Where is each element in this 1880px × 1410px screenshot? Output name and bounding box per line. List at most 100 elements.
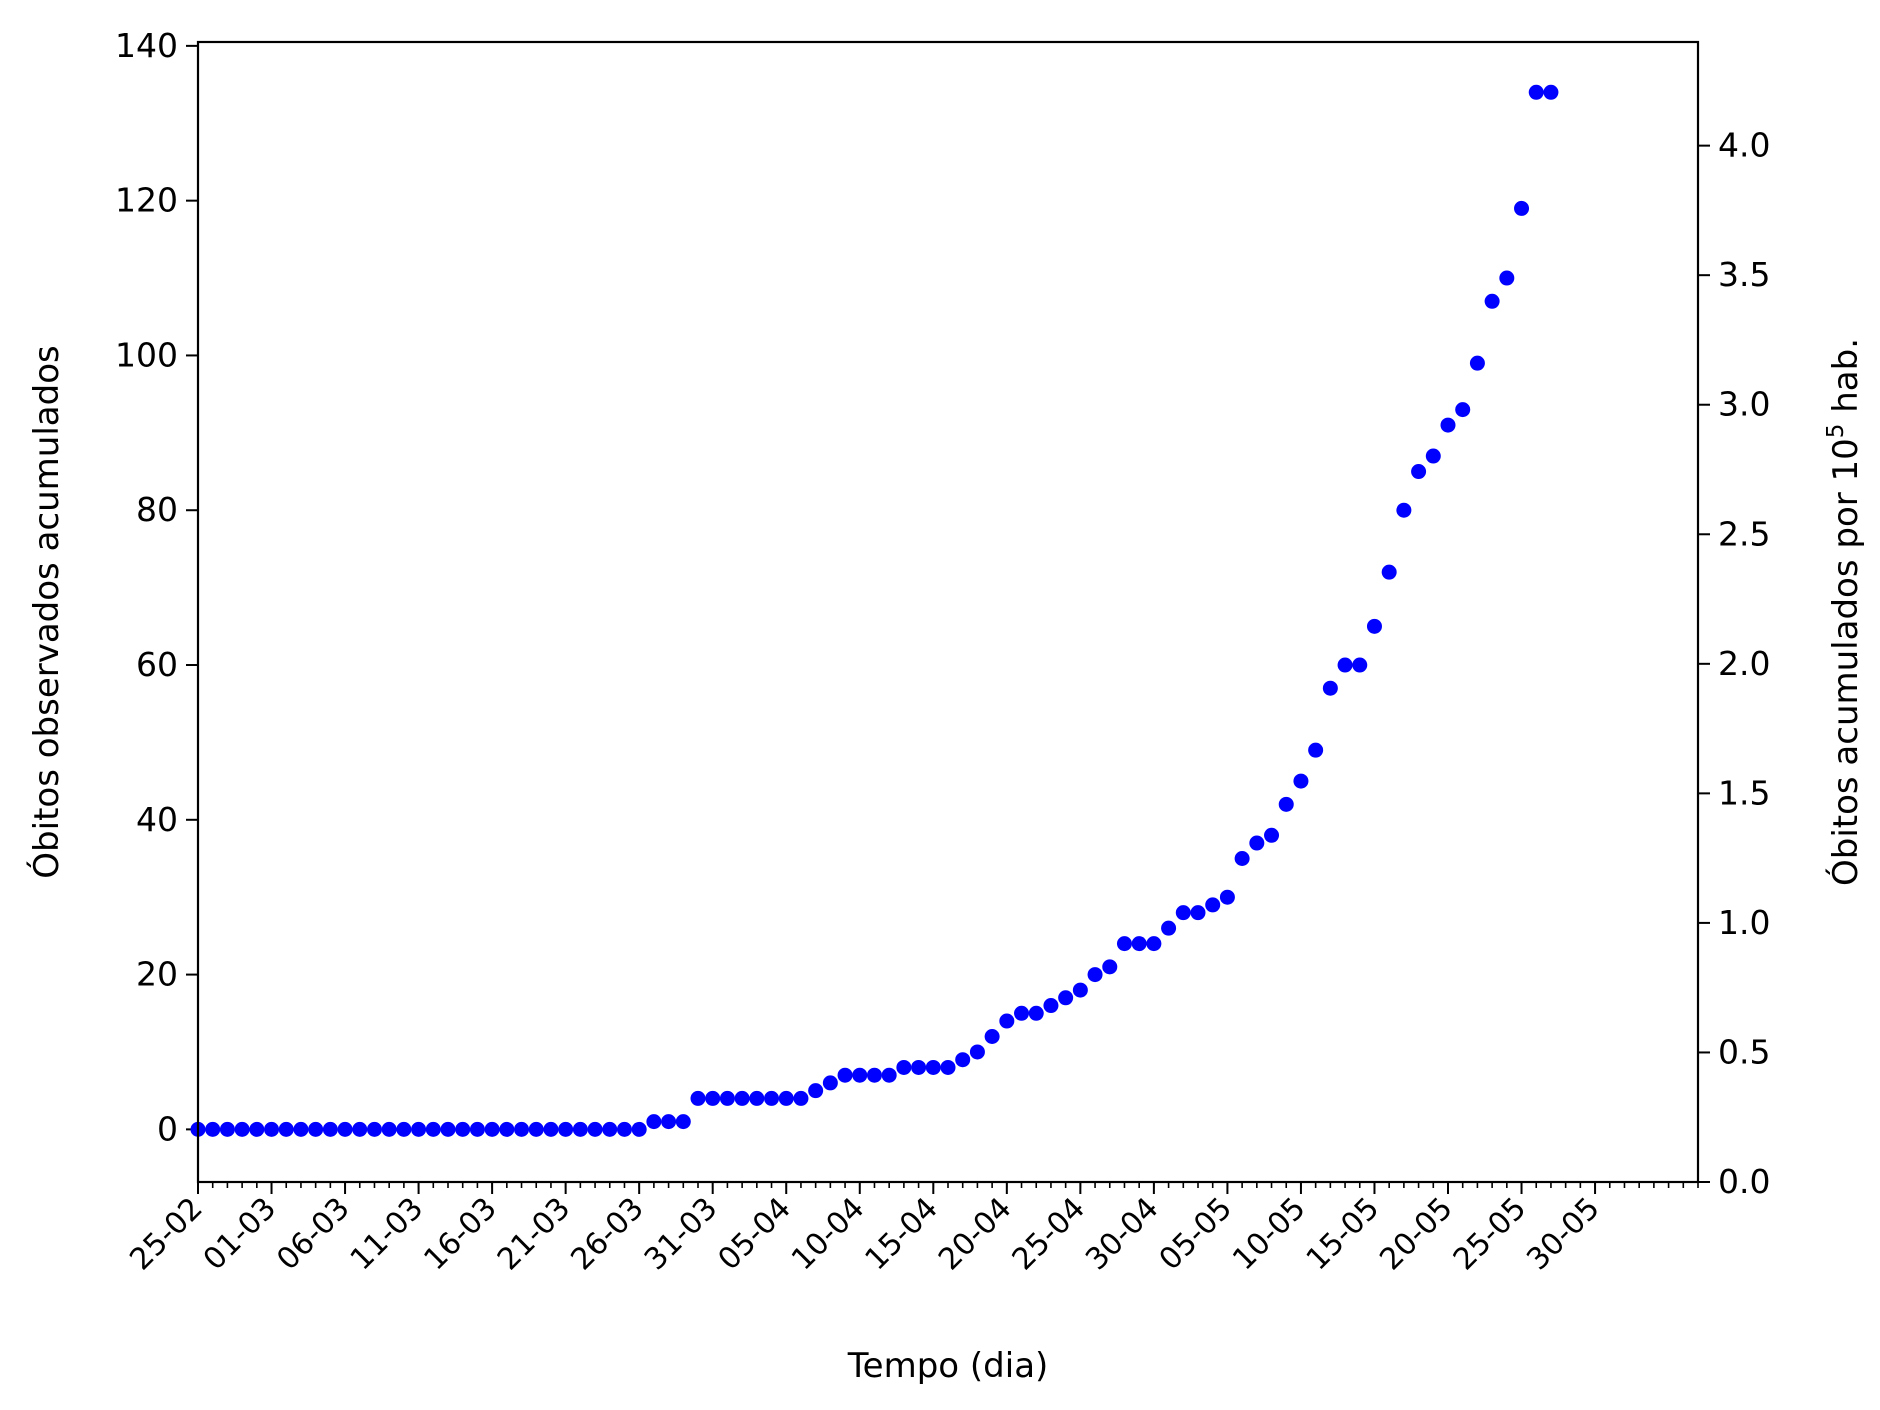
data-point — [837, 1067, 853, 1083]
data-point — [778, 1090, 794, 1106]
data-point — [705, 1090, 721, 1106]
data-point — [999, 1013, 1015, 1029]
y-axis-label: Óbitos observados acumulados — [26, 345, 67, 878]
data-point — [675, 1114, 691, 1130]
data-point — [572, 1121, 588, 1137]
data-point — [411, 1121, 427, 1137]
data-point — [425, 1121, 441, 1137]
data-point — [1528, 84, 1544, 100]
y-axis-ticks: 0 20 40 60 80 100 120 140 — [115, 26, 198, 1148]
data-point — [455, 1121, 471, 1137]
data-point — [558, 1121, 574, 1137]
data-point — [278, 1121, 294, 1137]
data-point — [1322, 680, 1338, 696]
data-point — [793, 1090, 809, 1106]
y2-tick-label: 3.0 — [1718, 385, 1770, 424]
y-tick-label: 120 — [115, 181, 178, 220]
data-point — [293, 1121, 309, 1137]
data-point — [543, 1121, 559, 1137]
y2-tick-label: 4.0 — [1718, 126, 1770, 165]
data-point — [234, 1121, 250, 1137]
data-point — [602, 1121, 618, 1137]
y2-axis-label-suffix: hab. — [1826, 338, 1866, 424]
data-point — [1543, 84, 1559, 100]
data-point — [1043, 998, 1059, 1014]
data-point — [264, 1121, 280, 1137]
data-point — [764, 1090, 780, 1106]
data-point — [1455, 402, 1471, 418]
data-point — [881, 1067, 897, 1083]
data-point — [955, 1052, 971, 1068]
data-point — [1278, 796, 1294, 812]
y-tick-label: 80 — [136, 490, 178, 529]
data-point — [1440, 417, 1456, 433]
data-point — [352, 1121, 368, 1137]
data-point — [396, 1121, 412, 1137]
y-tick-label: 0 — [157, 1109, 178, 1148]
data-point — [1514, 200, 1530, 216]
data-point — [1028, 1005, 1044, 1021]
data-point — [1072, 982, 1088, 998]
y-tick-label: 140 — [115, 26, 178, 65]
data-point — [499, 1121, 515, 1137]
y2-tick-label: 0.0 — [1718, 1162, 1770, 1201]
data-point — [866, 1067, 882, 1083]
plot-frame — [196, 40, 1700, 1184]
y2-tick-label: 1.5 — [1718, 773, 1770, 812]
y-tick-label: 20 — [136, 955, 178, 994]
data-point — [1264, 827, 1280, 843]
data-point — [381, 1121, 397, 1137]
data-point — [734, 1090, 750, 1106]
data-point — [925, 1059, 941, 1075]
data-point — [896, 1059, 912, 1075]
data-point — [219, 1121, 235, 1137]
y2-axis-label-superscript: 5 — [1823, 424, 1849, 439]
data-point — [1014, 1005, 1030, 1021]
data-point — [249, 1121, 265, 1137]
data-point — [1175, 905, 1191, 921]
data-point — [661, 1114, 677, 1130]
data-point — [1425, 448, 1441, 464]
data-point — [1366, 618, 1382, 634]
data-point — [690, 1090, 706, 1106]
data-point — [984, 1029, 1000, 1045]
data-point — [1234, 850, 1250, 866]
y2-axis-label: Óbitos acumulados por 105 hab. — [1823, 338, 1866, 886]
data-point — [484, 1121, 500, 1137]
data-point — [1249, 835, 1265, 851]
data-point — [852, 1067, 868, 1083]
data-point — [1058, 990, 1074, 1006]
data-point — [822, 1075, 838, 1091]
data-point — [1484, 293, 1500, 309]
data-point — [1116, 936, 1132, 952]
y2-tick-label: 1.0 — [1718, 903, 1770, 942]
data-point — [969, 1044, 985, 1060]
data-point — [528, 1121, 544, 1137]
data-point — [1337, 657, 1353, 673]
data-point — [1381, 564, 1397, 580]
y2-axis-label-main: Óbitos acumulados por 10 — [1825, 438, 1866, 886]
data-point — [587, 1121, 603, 1137]
scatter-series — [190, 84, 1559, 1137]
data-point — [1352, 657, 1368, 673]
data-point — [719, 1090, 735, 1106]
data-point — [308, 1121, 324, 1137]
data-point — [1499, 270, 1515, 286]
y-tick-label: 40 — [136, 800, 178, 839]
data-point — [1205, 897, 1221, 913]
data-point — [1469, 355, 1485, 371]
data-point — [205, 1121, 221, 1137]
data-point — [1411, 464, 1427, 480]
y-tick-label: 100 — [115, 335, 178, 374]
y2-tick-label: 3.5 — [1718, 255, 1770, 294]
data-point — [646, 1114, 662, 1130]
data-point — [1161, 920, 1177, 936]
y2-tick-label: 2.0 — [1718, 644, 1770, 683]
data-point — [440, 1121, 456, 1137]
data-point — [749, 1090, 765, 1106]
data-point — [1131, 936, 1147, 952]
data-point — [1102, 959, 1118, 975]
data-point — [1293, 773, 1309, 789]
